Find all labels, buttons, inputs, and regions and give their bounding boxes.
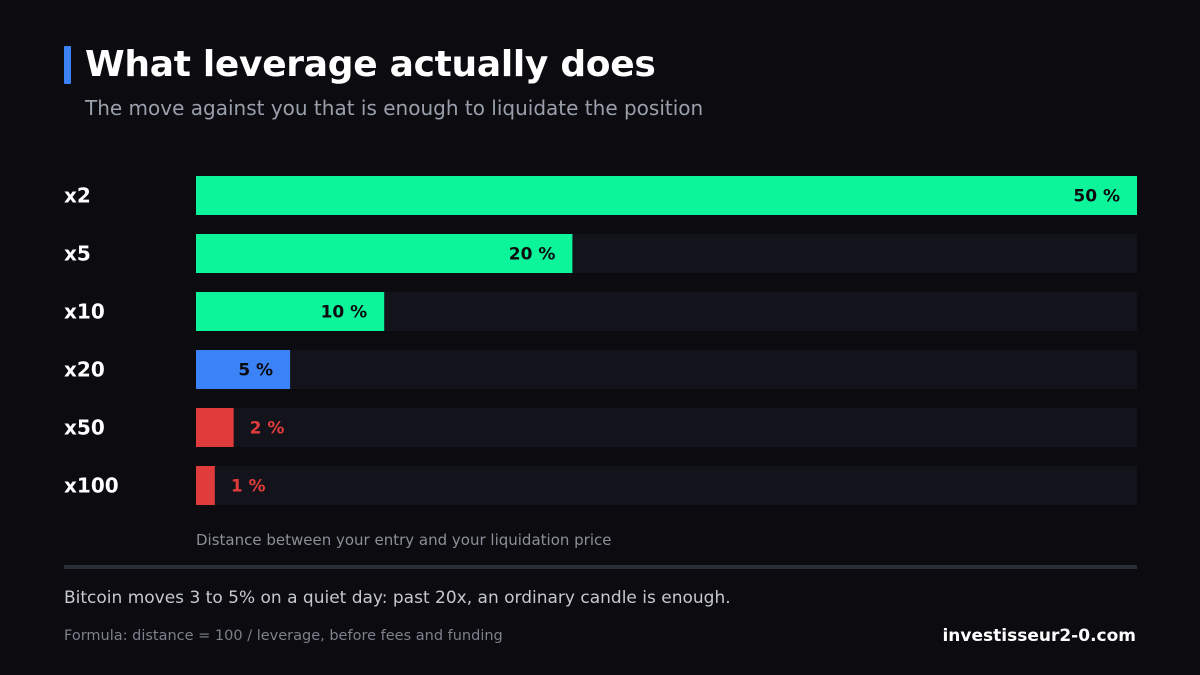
category-label: x100 [64,474,119,498]
category-label: x5 [64,242,91,266]
value-label: 5 % [238,361,273,381]
bar-x5 [196,234,573,273]
formula-note: Formula: distance = 100 / leverage, befo… [64,628,503,644]
bar-x2 [196,176,1137,215]
bar-track [196,350,1137,389]
value-label: 1 % [231,477,266,497]
site-link[interactable]: investisseur2-0.com [942,626,1136,646]
value-label: 20 % [509,245,556,265]
value-label: 50 % [1073,187,1120,207]
bar-track [196,408,1137,447]
title-accent-bar [64,46,71,84]
page-subtitle: The move against you that is enough to l… [85,96,704,120]
x-axis-caption: Distance between your entry and your liq… [196,531,612,549]
bar-x50 [196,408,234,447]
bar-x100 [196,466,215,505]
category-label: x50 [64,416,105,440]
value-label: 10 % [321,303,368,323]
category-label: x20 [64,358,105,382]
value-label: 2 % [250,419,285,439]
bar-track [196,466,1137,505]
bar-x20 [196,350,291,389]
page-title: What leverage actually does [85,44,656,85]
category-label: x10 [64,300,105,324]
bar-x10 [196,292,385,331]
footer-note: Bitcoin moves 3 to 5% on a quiet day: pa… [64,588,731,608]
category-label: x2 [64,184,91,208]
footer-divider [64,565,1137,569]
